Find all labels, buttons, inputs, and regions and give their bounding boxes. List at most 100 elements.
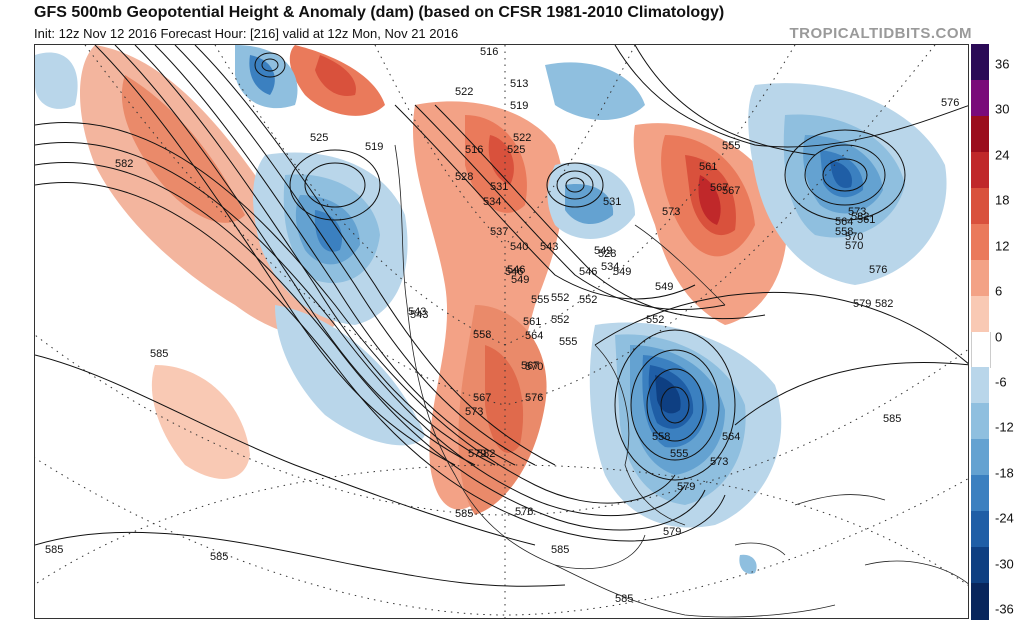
- watermark: TROPICALTIDBITS.COM: [789, 25, 972, 42]
- contour-label: 570: [845, 240, 863, 252]
- contour-label: 576: [525, 392, 543, 404]
- contour-label: 558: [652, 431, 670, 443]
- contour-label: 579: [663, 526, 681, 538]
- colorbar-label: 36: [995, 56, 1010, 72]
- contour-label: 555: [722, 140, 740, 152]
- colorbar-label: -30: [995, 556, 1014, 572]
- contour-label: 567: [521, 360, 539, 372]
- contour-label: 570: [525, 361, 543, 373]
- contour-label: 582: [851, 211, 869, 223]
- contour-label: 525: [310, 132, 328, 144]
- contour-label: 519: [365, 141, 383, 153]
- colorbar-segment: [971, 331, 991, 368]
- contour-label: 549: [613, 266, 631, 278]
- colorbar-segment: [971, 439, 989, 476]
- contour-label: 528: [598, 248, 616, 260]
- colorbar-segment: [971, 403, 989, 440]
- contour-label: 513: [510, 78, 528, 90]
- contour-label: 579: [853, 298, 871, 310]
- map-subtitle: Init: 12z Nov 12 2016 Forecast Hour: [21…: [34, 26, 459, 41]
- contour-label: 561: [857, 214, 875, 226]
- colorbar-segment: [971, 115, 989, 153]
- contour-label: 555: [670, 448, 688, 460]
- contour-label: 552: [646, 314, 664, 326]
- contour-label: 531: [490, 181, 508, 193]
- contour-label: 585: [551, 544, 569, 556]
- colorbar-label: 6: [995, 283, 1003, 299]
- contour-label: 567: [473, 392, 491, 404]
- contour-label: 567: [722, 185, 740, 197]
- colorbar-label: -18: [995, 465, 1014, 481]
- contour-label: 516: [465, 144, 483, 156]
- contour-label: 585: [210, 551, 228, 563]
- map-panel: 516 513 519 522 525 519 582 528 531 534 537 540 543 5…: [34, 44, 969, 619]
- colorbar-segment: [971, 44, 989, 81]
- coastlines: [394, 144, 968, 618]
- contour-label: 543: [408, 306, 426, 318]
- colorbar-segment: [971, 151, 989, 189]
- colorbar-label: -6: [995, 374, 1007, 390]
- colorbar-segment: [971, 475, 989, 512]
- contour-label: 579: [677, 481, 695, 493]
- contour-label: 582: [115, 158, 133, 170]
- contour-label: 534: [483, 196, 501, 208]
- height-contours: [35, 45, 968, 587]
- contour-label: 564: [835, 216, 853, 228]
- contour-label: 585: [615, 593, 633, 605]
- contour-label: 585: [150, 348, 168, 360]
- map-title: GFS 500mb Geopotential Height & Anomaly …: [34, 4, 725, 21]
- contour-label: 564: [722, 431, 740, 443]
- colorbar-label: 18: [995, 192, 1010, 208]
- colorbar-segment: [971, 547, 989, 584]
- colorbar-label: -24: [995, 510, 1014, 526]
- colorbar-label: 12: [995, 238, 1010, 254]
- colorbar-label: 24: [995, 147, 1010, 163]
- contour-label: 573: [465, 406, 483, 418]
- colorbar-segment: [971, 511, 989, 548]
- contour-label: 576: [515, 506, 533, 518]
- contour-label: 522: [513, 132, 531, 144]
- contour-label: 576: [941, 97, 959, 109]
- contour-label: 546: [507, 264, 525, 276]
- contour-label: 558: [835, 226, 853, 238]
- contour-label: 582: [875, 298, 893, 310]
- contour-label: 543: [410, 309, 428, 321]
- contour-label: 534: [601, 261, 619, 273]
- colorbar-segment: [971, 367, 989, 404]
- contour-label: 528: [455, 171, 473, 183]
- contour-label: 567: [710, 182, 728, 194]
- contour-label: 555: [559, 336, 577, 348]
- contour-label: 552: [551, 314, 569, 326]
- contour-label: 549: [655, 281, 673, 293]
- contour-label: 585: [883, 413, 901, 425]
- colorbar-segment: [971, 79, 989, 117]
- colorbar-segment: [971, 295, 989, 332]
- contour-label: 516: [480, 46, 498, 58]
- contour-label: 552: [551, 292, 569, 304]
- contour-label: 585: [455, 508, 473, 520]
- contour-label: 549: [594, 245, 612, 257]
- positive-anomaly-layer: [80, 45, 787, 515]
- contour-label: 579: [468, 448, 486, 460]
- contour-label: 558: [473, 329, 491, 341]
- anomaly-colorbar: 36 30 24 18 12 6 0 -6 -12 -18 -24 -30 -36: [971, 44, 1023, 620]
- contour-label: 555: [531, 294, 549, 306]
- contour-label: 561: [523, 316, 541, 328]
- contour-label: 582: [477, 448, 495, 460]
- contour-label: 573: [848, 206, 866, 218]
- contour-label: 570: [845, 231, 863, 243]
- contour-label: 522: [455, 86, 473, 98]
- contour-label: 519: [510, 100, 528, 112]
- colorbar-segment: [971, 259, 989, 297]
- contour-label: 531: [603, 196, 621, 208]
- colorbar-segment: [971, 223, 989, 261]
- contour-label: 564: [525, 330, 543, 342]
- contour-label: 573: [710, 456, 728, 468]
- colorbar-label: -12: [995, 419, 1014, 435]
- contour-label: 546: [505, 266, 523, 278]
- colorbar-label: -36: [995, 601, 1014, 617]
- contour-label: 573: [662, 206, 680, 218]
- contour-label: 576: [869, 264, 887, 276]
- contour-label: 540: [510, 241, 528, 253]
